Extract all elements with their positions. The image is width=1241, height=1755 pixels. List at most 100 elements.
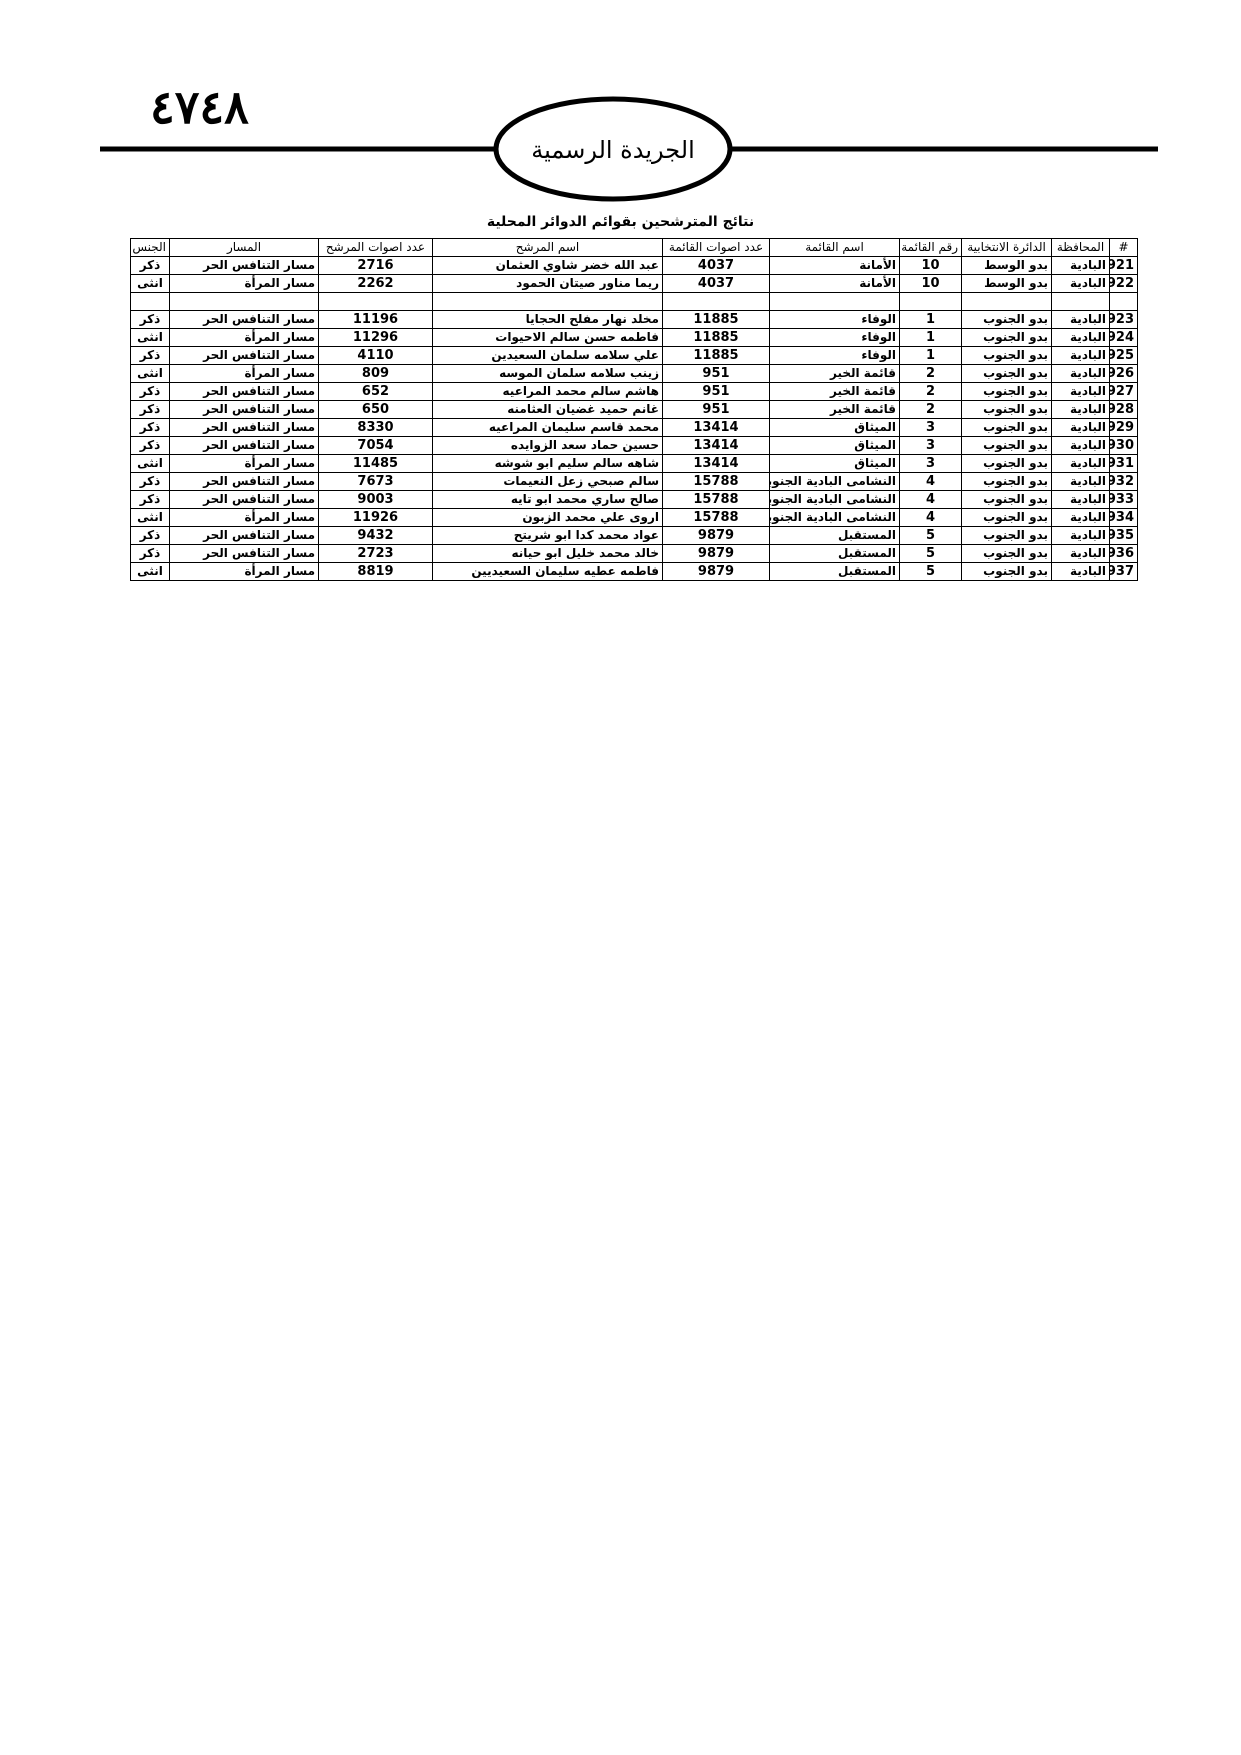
- cell: 4: [899, 472, 962, 491]
- cell: بدو الجنوب: [961, 562, 1052, 581]
- cell: انثى: [130, 274, 170, 293]
- cell: مسار التنافس الحر: [169, 256, 319, 275]
- empty-cell: [130, 292, 170, 311]
- empty-cell: [961, 292, 1052, 311]
- header-row: # المحافظة الدائرة الانتخابية رقم القائمة اس…: [130, 238, 1138, 257]
- cell: انثى: [130, 328, 170, 347]
- cell: فاطمه عطيه سليمان السعيديين: [432, 562, 663, 581]
- cell: الميثاق: [769, 436, 900, 455]
- cell: علي سلامه سلمان السعيدين: [432, 346, 663, 365]
- cell: 927: [1109, 382, 1138, 401]
- data-row: 934 البادية بدو الجنوب 4 النشامى البادية الج…: [130, 508, 1138, 527]
- cell: المستقبل: [769, 526, 900, 545]
- cell: 10: [899, 256, 962, 275]
- cell: 936: [1109, 544, 1138, 563]
- cell: بدو الجنوب: [961, 436, 1052, 455]
- column-header: الدائرة الانتخابية: [961, 238, 1052, 257]
- cell: 8819: [318, 562, 433, 581]
- cell: عبد الله خضر شاوي العثمان: [432, 256, 663, 275]
- cell: انثى: [130, 454, 170, 473]
- cell: 11885: [662, 346, 770, 365]
- cell: بدو الجنوب: [961, 382, 1052, 401]
- cell: 11485: [318, 454, 433, 473]
- cell: مسار المرأة: [169, 454, 319, 473]
- cell: بدو الجنوب: [961, 490, 1052, 509]
- cell: مسار المرأة: [169, 364, 319, 383]
- cell: زينب سلامه سلمان الموسه: [432, 364, 663, 383]
- cell: البادية: [1051, 346, 1110, 365]
- column-header: اسم القائمة: [769, 238, 900, 257]
- data-row: 931 البادية بدو الجنوب 3 الميثاق 13414 شاهه سا…: [130, 454, 1138, 473]
- cell: البادية: [1051, 436, 1110, 455]
- cell: 11885: [662, 310, 770, 329]
- cell: 1: [899, 310, 962, 329]
- column-header: المسار: [169, 238, 319, 257]
- cell: بدو الجنوب: [961, 544, 1052, 563]
- cell: 13414: [662, 454, 770, 473]
- cell: محمد قاسم سليمان المراعيه: [432, 418, 663, 437]
- cell: البادية: [1051, 454, 1110, 473]
- cell: مسار التنافس الحر: [169, 472, 319, 491]
- cell: المستقبل: [769, 544, 900, 563]
- cell: 2: [899, 400, 962, 419]
- cell: البادية: [1051, 418, 1110, 437]
- cell: 925: [1109, 346, 1138, 365]
- cell: سالم صبحي زعل النعيمات: [432, 472, 663, 491]
- cell: مسار التنافس الحر: [169, 382, 319, 401]
- cell: ريما مناور صيتان الحمود: [432, 274, 663, 293]
- cell: 8330: [318, 418, 433, 437]
- data-row: 935 البادية بدو الجنوب 5 المستقبل 9879 عواد مح…: [130, 526, 1138, 545]
- cell: 932: [1109, 472, 1138, 491]
- cell: صالح ساري محمد ابو تايه: [432, 490, 663, 509]
- cell: 934: [1109, 508, 1138, 527]
- cell: 10: [899, 274, 962, 293]
- page-number: ٤٧٤٨: [150, 80, 249, 134]
- empty-cell: [899, 292, 962, 311]
- cell: ذكر: [130, 490, 170, 509]
- cell: 2716: [318, 256, 433, 275]
- cell: 4: [899, 490, 962, 509]
- cell: 3: [899, 418, 962, 437]
- cell: 2723: [318, 544, 433, 563]
- cell: 937: [1109, 562, 1138, 581]
- cell: 923: [1109, 310, 1138, 329]
- data-row: 926 البادية بدو الجنوب 2 قائمة الخير 951 زينب …: [130, 364, 1138, 383]
- cell: 935: [1109, 526, 1138, 545]
- cell: بدو الجنوب: [961, 364, 1052, 383]
- cell: انثى: [130, 562, 170, 581]
- cell: 1: [899, 346, 962, 365]
- cell: البادية: [1051, 256, 1110, 275]
- column-header: المحافظة: [1051, 238, 1110, 257]
- cell: 933: [1109, 490, 1138, 509]
- cell: الوفاء: [769, 328, 900, 347]
- cell: 9003: [318, 490, 433, 509]
- empty-cell: [769, 292, 900, 311]
- masthead: الجريدة الرسمية: [100, 96, 1158, 202]
- cell: قائمة الخير: [769, 382, 900, 401]
- gazette-title: الجريدة الرسمية: [531, 136, 695, 164]
- cell: البادية: [1051, 490, 1110, 509]
- cell: انثى: [130, 364, 170, 383]
- empty-cell: [1109, 292, 1138, 311]
- cell: 2: [899, 364, 962, 383]
- column-header: رقم القائمة: [899, 238, 962, 257]
- cell: 9432: [318, 526, 433, 545]
- cell: 11885: [662, 328, 770, 347]
- cell: 951: [662, 400, 770, 419]
- cell: الوفاء: [769, 346, 900, 365]
- data-row: 924 البادية بدو الجنوب 1 الوفاء 11885 فاطمه حس…: [130, 328, 1138, 347]
- cell: 924: [1109, 328, 1138, 347]
- column-header: الجنس: [130, 238, 170, 257]
- column-header: اسم المرشح: [432, 238, 663, 257]
- cell: هاشم سالم محمد المراعيه: [432, 382, 663, 401]
- column-header: #: [1109, 238, 1138, 257]
- cell: ذكر: [130, 418, 170, 437]
- data-row: 937 البادية بدو الجنوب 5 المستقبل 9879 فاطمه ع…: [130, 562, 1138, 581]
- cell: 931: [1109, 454, 1138, 473]
- cell: البادية: [1051, 364, 1110, 383]
- column-header: عدد اصوات المرشح: [318, 238, 433, 257]
- cell: الأمانة: [769, 274, 900, 293]
- data-row: 927 البادية بدو الجنوب 2 قائمة الخير 951 هاشم …: [130, 382, 1138, 401]
- cell: 930: [1109, 436, 1138, 455]
- cell: ذكر: [130, 544, 170, 563]
